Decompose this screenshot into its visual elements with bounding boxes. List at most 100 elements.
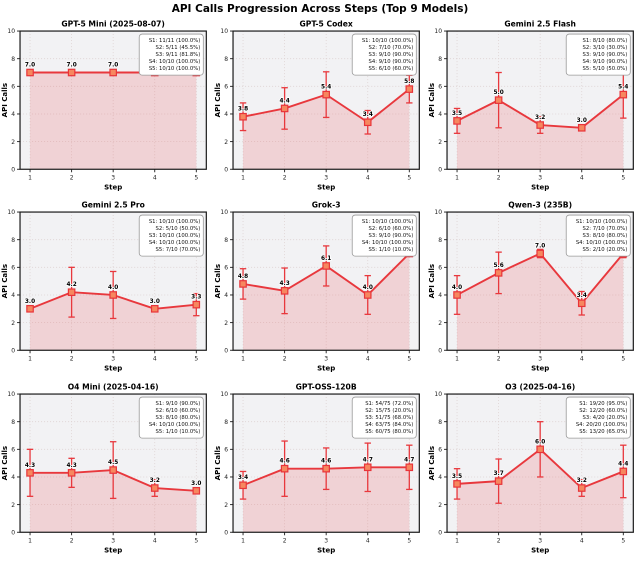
subplot-o3: 3.5 3.7 6.0 3.2 4.4 S1: 19/20 (95.0%) S2: 12/2… xyxy=(427,381,640,562)
data-marker xyxy=(322,262,331,271)
data-marker xyxy=(26,305,34,313)
legend-entry: S2: 7/10 (70.0%) xyxy=(369,45,414,51)
x-tick-label: 2 xyxy=(496,537,500,544)
point-label: 4.8 xyxy=(238,274,248,280)
subplot-title: O3 (2025-04-16) xyxy=(505,382,575,391)
legend-box xyxy=(138,33,204,76)
y-axis-label: API Calls xyxy=(213,446,222,480)
y-tick-label: 6 xyxy=(11,446,15,453)
y-tick-label: 2 xyxy=(438,501,442,508)
point-label: 4.6 xyxy=(280,458,290,464)
x-tick-label: 1 xyxy=(455,537,459,544)
x-axis-label: Step xyxy=(104,182,122,191)
point-label: 3.2 xyxy=(576,478,586,484)
x-tick-label: 2 xyxy=(496,174,500,181)
y-axis-label: API Calls xyxy=(0,446,9,480)
chart-gpt-oss-120b: 3.4 4.6 4.6 4.7 4.7 S1: 54/75 (72.0%)S2: 15/7… xyxy=(213,382,421,554)
data-marker xyxy=(109,291,117,300)
y-tick-label: 2 xyxy=(11,320,15,327)
y-tick-label: 8 xyxy=(11,419,15,426)
y-tick-label: 10 xyxy=(434,210,442,217)
legend-entry: S4: 10/10 (100.0%) xyxy=(149,240,200,246)
y-tick-label: 10 xyxy=(434,391,442,398)
y-tick-label: 10 xyxy=(434,28,442,35)
y-tick-label: 8 xyxy=(438,56,442,63)
legend-entry: S5: 2/10 (20.0%) xyxy=(582,247,627,253)
point-label: 3.4 xyxy=(363,112,373,118)
data-marker xyxy=(109,68,117,77)
point-label: 6.1 xyxy=(321,256,331,262)
y-tick-label: 10 xyxy=(221,28,229,35)
x-axis-label: Step xyxy=(531,545,549,554)
area-fill xyxy=(243,253,410,351)
x-tick-label: 4 xyxy=(579,537,583,544)
legend-box xyxy=(352,396,418,439)
y-axis-label: API Calls xyxy=(0,264,9,298)
chart-o4-mini: 4.3 4.3 4.5 3.2 3.0 S1: 9/10 (90.0%)S2: 6/10 … xyxy=(0,382,207,554)
x-tick-label: 3 xyxy=(325,356,329,363)
point-label: 4.5 xyxy=(108,460,118,466)
x-tick-label: 1 xyxy=(28,174,32,181)
data-marker xyxy=(494,476,503,485)
data-marker xyxy=(192,486,201,495)
legend-box xyxy=(138,396,204,439)
y-tick-label: 0 xyxy=(11,166,15,173)
subplot-gemini-25-pro: 3.0 4.2 4.0 3.0 3.3 S1: 10/10 (100.0%) S2: 5/1… xyxy=(0,199,213,380)
legend-entry: S1: 54/75 (72.0%) xyxy=(366,401,414,407)
point-label: 5.4 xyxy=(618,85,628,91)
legend-entry: S5: 7/10 (70.0%) xyxy=(156,247,201,253)
legend-entry: S3: 9/10 (90.0%) xyxy=(369,52,414,58)
x-tick-label: 2 xyxy=(70,174,74,181)
y-axis-label: API Calls xyxy=(427,446,436,480)
data-marker xyxy=(405,85,414,93)
legend-entry: S1: 9/10 (90.0%) xyxy=(156,401,201,407)
point-label: 4.7 xyxy=(363,457,373,463)
data-marker xyxy=(26,468,34,477)
y-tick-label: 4 xyxy=(438,474,442,481)
y-tick-label: 8 xyxy=(438,237,442,244)
legend-entry: S4: 9/10 (90.0%) xyxy=(582,59,627,65)
y-tick-label: 4 xyxy=(11,111,15,118)
point-label: 3.0 xyxy=(150,299,160,305)
chart-o3: 3.5 3.7 6.0 3.2 4.4 S1: 19/20 (95.0%)S2: 12/2… xyxy=(427,382,634,554)
y-tick-label: 2 xyxy=(225,320,229,327)
point-label: 4.0 xyxy=(363,285,373,291)
subplot-title: GPT-OSS-120B xyxy=(296,382,357,391)
x-tick-label: 1 xyxy=(241,174,245,181)
legend-entry: S2: 7/10 (70.0%) xyxy=(582,226,627,232)
data-marker xyxy=(619,90,627,99)
data-marker xyxy=(364,463,372,471)
data-marker xyxy=(364,118,372,127)
legend-entry: S3: 10/10 (100.0%) xyxy=(149,233,200,239)
x-tick-label: 2 xyxy=(70,537,74,544)
point-label: 4.2 xyxy=(66,283,76,289)
x-axis-label: Step xyxy=(317,182,335,191)
legend-entry: S4: 10/10 (100.0%) xyxy=(149,422,200,428)
point-label: 4.7 xyxy=(404,457,414,463)
point-label: 4.4 xyxy=(280,98,290,104)
x-tick-label: 5 xyxy=(408,174,412,181)
legend-entry: S4: 10/10 (100.0%) xyxy=(575,240,626,246)
point-label: 4.3 xyxy=(66,462,76,468)
legend-entry: S3: 8/10 (80.0%) xyxy=(156,415,201,421)
y-tick-label: 8 xyxy=(225,237,229,244)
subplot-o4-mini: 4.3 4.3 4.5 3.2 3.0 S1: 9/10 (90.0%) S2: 6/10 … xyxy=(0,381,213,562)
legend-entry: S1: 19/20 (95.0%) xyxy=(579,401,627,407)
legend-entry: S5: 1/10 (10.0%) xyxy=(369,247,414,253)
y-tick-label: 6 xyxy=(225,446,229,453)
y-axis-label: API Calls xyxy=(213,83,222,117)
x-tick-label: 4 xyxy=(366,174,370,181)
y-tick-label: 0 xyxy=(11,348,15,355)
legend-entry: S4: 10/10 (100.0%) xyxy=(362,240,413,246)
x-tick-label: 4 xyxy=(366,356,370,363)
x-tick-label: 3 xyxy=(538,356,542,363)
x-axis-label: Step xyxy=(317,545,335,554)
chart-gpt5-codex: 3.8 4.4 5.4 3.4 5.8 S1: 10/10 (100.0%)S2: 7/1… xyxy=(213,20,421,191)
data-marker xyxy=(26,68,34,77)
y-tick-label: 8 xyxy=(225,56,229,63)
legend-entry: S2: 12/20 (60.0%) xyxy=(579,408,627,414)
point-label: 3.5 xyxy=(452,111,462,117)
legend-entry: S3: 9/10 (90.0%) xyxy=(369,233,414,239)
point-label: 5.6 xyxy=(493,263,503,269)
point-label: 3.0 xyxy=(576,118,586,124)
